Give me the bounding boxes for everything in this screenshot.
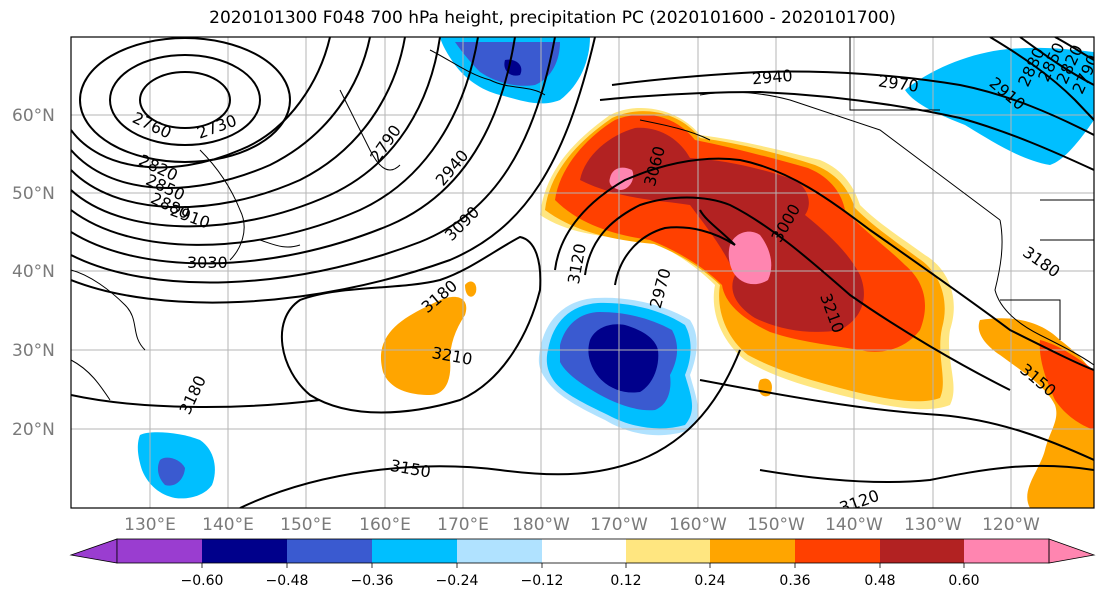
coastlines <box>71 37 1094 401</box>
lon-label: 150°E <box>280 515 332 535</box>
colorbar-tick: −0.60 <box>181 573 224 589</box>
lon-label: 130°E <box>124 515 176 535</box>
contour-labels: 2730 2760 2790 2820 2850 2880 2910 2940 … <box>130 40 1094 508</box>
colorbar-extend-low <box>69 538 118 564</box>
colorbar-tick: −0.24 <box>436 573 479 589</box>
contour-label: 3030 <box>187 253 228 272</box>
longitude-labels: 130°E 140°E 150°E 160°E 170°E 180°W 170°… <box>124 515 1040 535</box>
map-area: 2730 2760 2790 2820 2850 2880 2910 2940 … <box>71 37 1094 508</box>
colorbar-tick: 0.48 <box>864 573 895 589</box>
lon-label: 130°W <box>904 515 962 535</box>
latitude-labels: 60°N 50°N 40°N 30°N 20°N <box>12 106 55 440</box>
lat-label-40n: 40°N <box>12 262 55 282</box>
lat-label-50n: 50°N <box>12 184 55 204</box>
lon-label: 120°W <box>982 515 1040 535</box>
contour-label: 2940 <box>751 66 793 88</box>
lon-label: 150°W <box>747 515 805 535</box>
lon-label: 160°E <box>359 515 411 535</box>
colorbar-tick: −0.48 <box>266 573 309 589</box>
colorbar-extend-high <box>1048 538 1096 564</box>
colorbar-tick: 0.36 <box>779 573 810 589</box>
map-title: 2020101300 F048 700 hPa height, precipit… <box>209 8 896 28</box>
lon-label: 140°E <box>202 515 254 535</box>
colorbar-tick: −0.36 <box>351 573 394 589</box>
lon-label: 170°E <box>437 515 489 535</box>
lon-label: 170°W <box>590 515 648 535</box>
precip-shading <box>137 37 1094 508</box>
height-contours <box>71 37 1094 508</box>
lon-label: 180°W <box>512 515 570 535</box>
lon-label: 140°W <box>825 515 883 535</box>
map-frame <box>70 36 1095 509</box>
graticule <box>71 37 1094 508</box>
colorbar-tick: 0.24 <box>694 573 725 589</box>
colorbar-tick: 0.60 <box>948 573 979 589</box>
lat-label-60n: 60°N <box>12 106 55 126</box>
colorbar-tick: −0.12 <box>521 573 564 589</box>
lat-label-30n: 30°N <box>12 341 55 361</box>
colorbar: −0.60 −0.48 −0.36 −0.24 −0.12 0.12 0.24 … <box>69 538 1096 589</box>
lon-label: 160°W <box>669 515 727 535</box>
lat-label-20n: 20°N <box>12 420 55 440</box>
colorbar-tick: 0.12 <box>610 573 641 589</box>
